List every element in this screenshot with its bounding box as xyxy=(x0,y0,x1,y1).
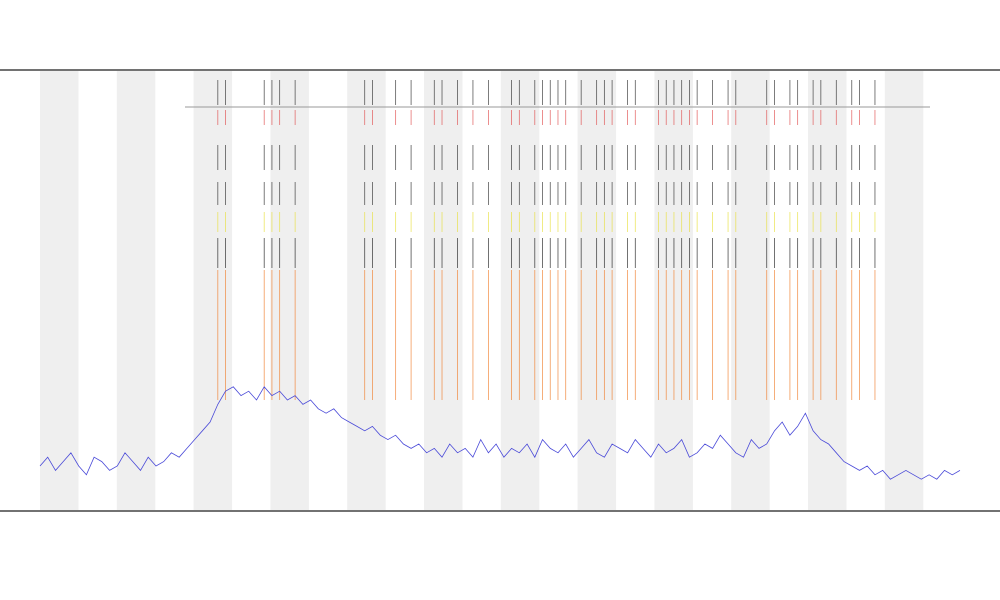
band xyxy=(270,71,309,510)
band xyxy=(500,71,540,510)
band xyxy=(116,71,156,510)
band xyxy=(884,71,924,510)
band xyxy=(193,71,233,510)
band xyxy=(40,71,79,510)
band xyxy=(424,71,463,510)
line xyxy=(39,386,961,480)
band xyxy=(347,71,386,510)
band xyxy=(808,71,847,510)
shaded-bands xyxy=(40,71,924,510)
band xyxy=(731,71,770,510)
